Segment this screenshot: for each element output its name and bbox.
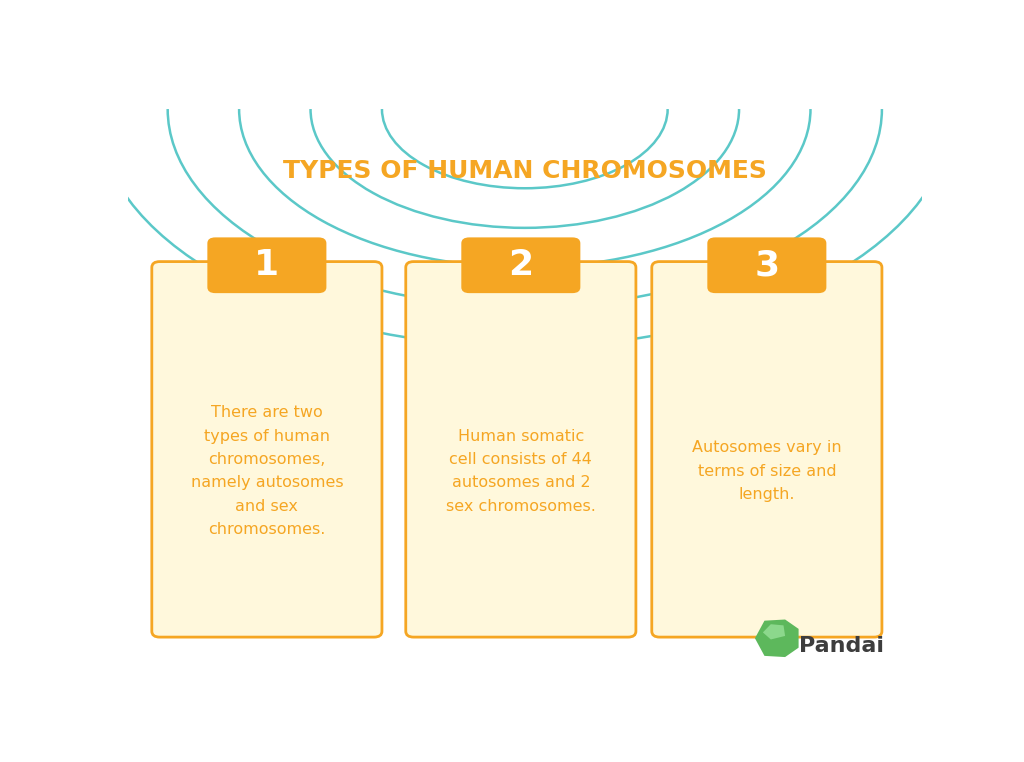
FancyBboxPatch shape [406,261,636,637]
FancyBboxPatch shape [708,238,826,293]
FancyBboxPatch shape [461,238,581,293]
Text: TYPES OF HUMAN CHROMOSOMES: TYPES OF HUMAN CHROMOSOMES [283,158,767,183]
Text: 2: 2 [508,248,534,282]
Polygon shape [755,620,799,657]
Text: 1: 1 [254,248,280,282]
Text: 3: 3 [755,248,779,282]
FancyBboxPatch shape [207,238,327,293]
Text: Autosomes vary in
terms of size and
length.: Autosomes vary in terms of size and leng… [692,440,842,502]
Text: Human somatic
cell consists of 44
autosomes and 2
sex chromosomes.: Human somatic cell consists of 44 autoso… [445,428,596,514]
Text: Pandai: Pandai [799,636,884,656]
FancyBboxPatch shape [152,261,382,637]
Polygon shape [763,624,785,639]
Text: There are two
types of human
chromosomes,
namely autosomes
and sex
chromosomes.: There are two types of human chromosomes… [190,405,343,537]
FancyBboxPatch shape [652,261,882,637]
